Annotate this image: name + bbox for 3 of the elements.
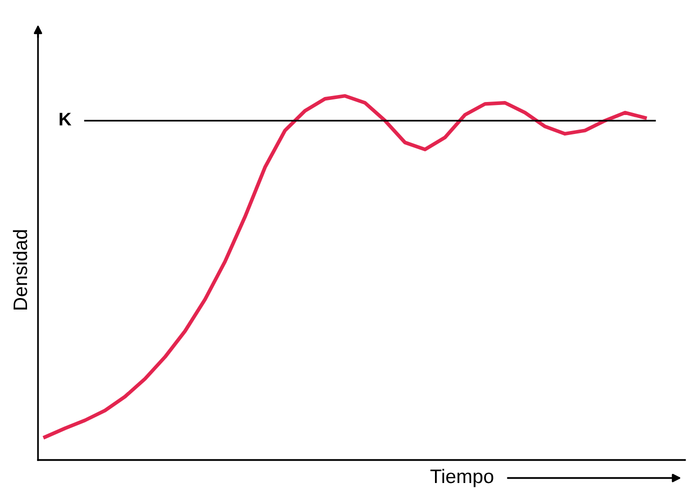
y-axis-title: Densidad (12, 230, 28, 310)
x-axis-title: Tiempo (430, 468, 494, 488)
ref-line-label: K (60, 112, 72, 126)
